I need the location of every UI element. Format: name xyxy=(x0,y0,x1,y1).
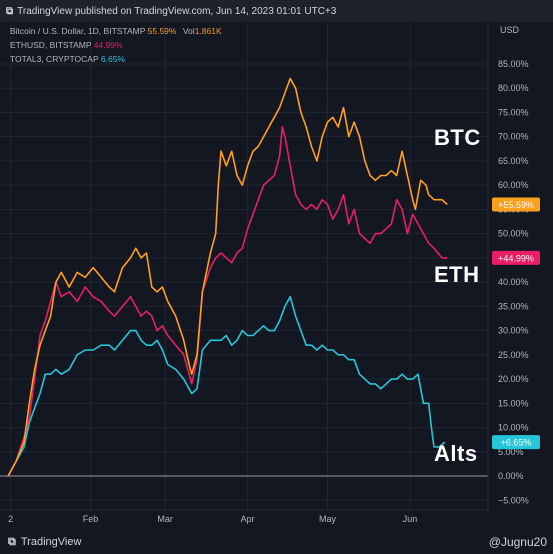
footer: ⧉ TradingView @Jugnu20 xyxy=(0,530,553,554)
y-tick-label: 75.00% xyxy=(498,107,529,117)
legend-vol-value: 1.861K xyxy=(194,26,222,36)
legend-total3[interactable]: TOTAL3, CRYPTOCAP 6.65% xyxy=(10,52,222,66)
series-line-eth xyxy=(7,126,448,477)
legend-btc-value: 55.59% xyxy=(147,26,177,36)
footer-credit: @Jugnu20 xyxy=(488,535,547,549)
badge-eth xyxy=(492,250,540,265)
legend-btc-name: Bitcoin / U.S. Dollar, 1D, BITSTAMP xyxy=(10,26,146,36)
x-tick-label: 2 xyxy=(8,514,13,524)
y-tick-label: 5.00% xyxy=(498,447,524,457)
y-axis: 85.00%80.00%75.00%70.00%65.00%60.00%55.0… xyxy=(498,59,529,505)
y-tick-label: 85.00% xyxy=(498,59,529,69)
gridlines xyxy=(0,22,489,511)
annotation-eth: ETH xyxy=(434,262,480,287)
x-tick-label: Apr xyxy=(241,514,255,524)
x-tick-label: Feb xyxy=(83,514,99,524)
series-line-btc xyxy=(7,77,448,477)
y-tick-label: −5.00% xyxy=(498,495,529,505)
last-value-badges: +55.59% +44.99% +6.65% xyxy=(492,197,540,450)
y-tick-label: 20.00% xyxy=(498,374,529,384)
x-tick-label: Jun xyxy=(403,514,418,524)
currency-label: USD xyxy=(500,25,520,35)
tradingview-logo-icon: ⧉ xyxy=(8,535,16,548)
publisher-text: TradingView published on TradingView.com… xyxy=(17,5,337,17)
x-axis: 2 Feb Mar Apr May Jun xyxy=(8,514,417,524)
y-tick-label: 35.00% xyxy=(498,301,529,311)
legend-total3-value: 6.65% xyxy=(100,54,125,64)
y-tick-label: 70.00% xyxy=(498,132,529,142)
badge-label-eth: +44.99% xyxy=(498,253,534,263)
chart-area[interactable]: 85.00%80.00%75.00%70.00%65.00%60.00%55.0… xyxy=(0,0,553,530)
tradingview-mini-icon: ⧉ xyxy=(6,5,14,17)
y-tick-label: 40.00% xyxy=(498,277,529,287)
y-tick-label: 15.00% xyxy=(498,398,529,408)
y-tick-label: 80.00% xyxy=(498,83,529,93)
y-tick-label: 65.00% xyxy=(498,156,529,166)
badge-total3 xyxy=(492,435,540,450)
series-lines xyxy=(7,77,448,477)
y-tick-label: 50.00% xyxy=(498,229,529,239)
annotation-btc: BTC xyxy=(434,125,481,150)
legend-eth-name: ETHUSD, BITSTAMP xyxy=(10,40,92,50)
y-tick-label: 30.00% xyxy=(498,326,529,336)
legend-vol-label: Vol xyxy=(182,26,195,36)
annotation-alts: Alts xyxy=(434,441,478,466)
footer-brand: TradingView xyxy=(20,536,82,548)
badge-btc xyxy=(492,197,540,212)
y-tick-label: 60.00% xyxy=(498,180,529,190)
y-tick-label: 10.00% xyxy=(498,423,529,433)
legend-total3-name: TOTAL3, CRYPTOCAP xyxy=(10,54,99,64)
x-tick-label: Mar xyxy=(157,514,173,524)
y-tick-label: 25.00% xyxy=(498,350,529,360)
publisher-banner: ⧉ TradingView published on TradingView.c… xyxy=(0,0,553,22)
chart-legend: Bitcoin / U.S. Dollar, 1D, BITSTAMP 55.5… xyxy=(10,24,222,66)
badge-label-btc: +55.59% xyxy=(498,200,534,210)
y-tick-label: 0.00% xyxy=(498,471,524,481)
legend-btc[interactable]: Bitcoin / U.S. Dollar, 1D, BITSTAMP 55.5… xyxy=(10,24,222,38)
legend-eth[interactable]: ETHUSD, BITSTAMP 44.99% xyxy=(10,38,222,52)
series-line-total3 xyxy=(7,295,446,477)
x-tick-label: May xyxy=(319,514,337,524)
legend-eth-value: 44.99% xyxy=(93,40,123,50)
badge-label-total3: +6.65% xyxy=(501,438,532,448)
